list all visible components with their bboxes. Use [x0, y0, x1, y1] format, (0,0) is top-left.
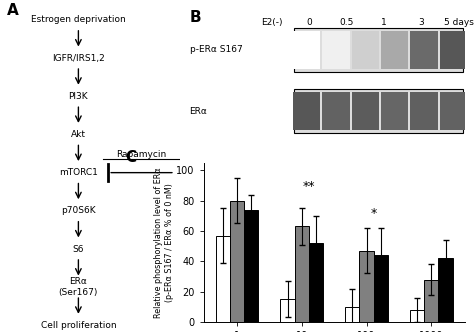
- Bar: [410, 31, 438, 69]
- Text: Akt: Akt: [71, 130, 86, 139]
- Bar: [352, 92, 379, 130]
- Text: *: *: [371, 208, 377, 220]
- Bar: [410, 310, 424, 322]
- Bar: [374, 255, 388, 322]
- Text: p70S6K: p70S6K: [61, 206, 96, 215]
- Bar: [345, 307, 359, 322]
- Text: **: **: [303, 180, 315, 193]
- Text: PI3K: PI3K: [69, 92, 88, 101]
- Bar: [410, 92, 438, 130]
- Bar: [424, 280, 438, 322]
- Text: p-ERα S167: p-ERα S167: [190, 45, 242, 54]
- Text: ERα: ERα: [190, 107, 208, 116]
- Bar: [230, 201, 244, 322]
- Text: Rapamycin: Rapamycin: [117, 150, 167, 159]
- Bar: [292, 31, 320, 69]
- Bar: [381, 31, 409, 69]
- Bar: [381, 92, 409, 130]
- Bar: [292, 92, 320, 130]
- Bar: [322, 31, 350, 69]
- Text: mTORC1: mTORC1: [59, 168, 98, 177]
- Bar: [438, 258, 453, 322]
- Text: Estrogen deprivation: Estrogen deprivation: [31, 15, 126, 25]
- Text: S6: S6: [73, 244, 84, 254]
- Bar: [440, 92, 467, 130]
- Text: A: A: [7, 3, 18, 18]
- Text: C: C: [126, 150, 137, 165]
- Text: 0.5: 0.5: [340, 18, 354, 27]
- Bar: [309, 243, 323, 322]
- Bar: [359, 251, 374, 322]
- FancyBboxPatch shape: [294, 28, 463, 72]
- Bar: [281, 299, 295, 322]
- Text: 3: 3: [419, 18, 425, 27]
- Text: B: B: [190, 10, 201, 25]
- Bar: [352, 31, 379, 69]
- Text: IGFR/IRS1,2: IGFR/IRS1,2: [52, 53, 105, 63]
- Bar: [216, 235, 230, 322]
- Bar: [440, 31, 467, 69]
- Bar: [322, 92, 350, 130]
- Y-axis label: Relative phosphorylation level of ERα
(p-ERα S167 / ERα % of 0 nM): Relative phosphorylation level of ERα (p…: [154, 167, 173, 318]
- Bar: [244, 210, 258, 322]
- Text: 0: 0: [307, 18, 312, 27]
- Text: Cell proliferation: Cell proliferation: [41, 321, 116, 330]
- Text: ERα
(Ser167): ERα (Ser167): [59, 278, 98, 297]
- FancyBboxPatch shape: [294, 89, 463, 133]
- Bar: [295, 226, 309, 322]
- Text: 5 days: 5 days: [444, 18, 474, 27]
- Text: E2(-): E2(-): [261, 18, 283, 27]
- Text: 1: 1: [382, 18, 387, 27]
